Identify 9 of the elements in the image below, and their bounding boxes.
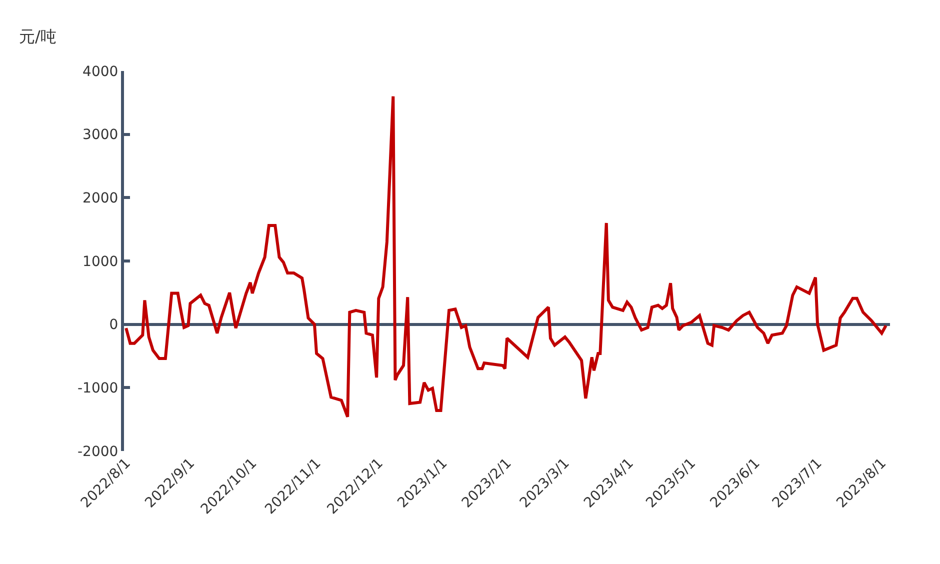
- y-tick-label: -2000: [78, 444, 118, 460]
- y-tick-label: -1000: [78, 380, 118, 397]
- y-tick-label: 1000: [82, 254, 118, 270]
- y-axis-title: 元/吨: [19, 27, 56, 46]
- y-tick-label: 0: [109, 317, 118, 334]
- y-tick-label: 4000: [82, 64, 118, 80]
- line-series: [124, 94, 888, 418]
- y-tick-label: 3000: [82, 127, 118, 144]
- y-tick-label: 2000: [82, 190, 118, 207]
